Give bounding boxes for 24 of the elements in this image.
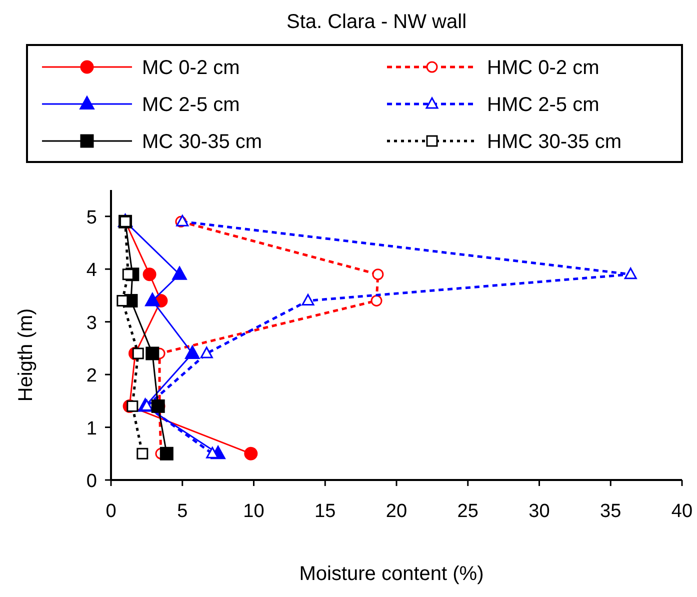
x-tick-label: 35: [600, 501, 622, 522]
legend-label: HMC 2-5 cm: [487, 94, 600, 116]
x-tick-label: 20: [386, 501, 408, 522]
legend-label: HMC 30-35 cm: [487, 131, 622, 153]
legend-label: MC 0-2 cm: [142, 57, 240, 79]
x-tick-label: 40: [671, 501, 693, 522]
x-tick-label: 15: [314, 501, 336, 522]
legend-label: MC 2-5 cm: [142, 94, 240, 116]
chart-title: Sta. Clara - NW wall: [286, 11, 467, 33]
x-tick-label: 30: [528, 501, 550, 522]
legend-label: HMC 0-2 cm: [487, 57, 600, 79]
y-tick-label: 0: [86, 471, 97, 492]
x-tick-label: 25: [457, 501, 478, 522]
y-tick-label: 3: [86, 312, 97, 334]
x-tick-label: 10: [243, 501, 264, 522]
y-tick-label: 2: [86, 366, 97, 387]
x-tick-label: 5: [177, 501, 188, 522]
y-tick-label: 1: [86, 418, 97, 440]
y-axis-title: Heigth (m): [15, 308, 37, 402]
legend-label: MC 30-35 cm: [142, 131, 262, 153]
x-axis-title: Moisture content (%): [299, 563, 484, 585]
x-tick-label: 0: [106, 501, 116, 522]
y-tick-label: 5: [86, 207, 97, 228]
y-tick-label: 4: [86, 260, 98, 282]
